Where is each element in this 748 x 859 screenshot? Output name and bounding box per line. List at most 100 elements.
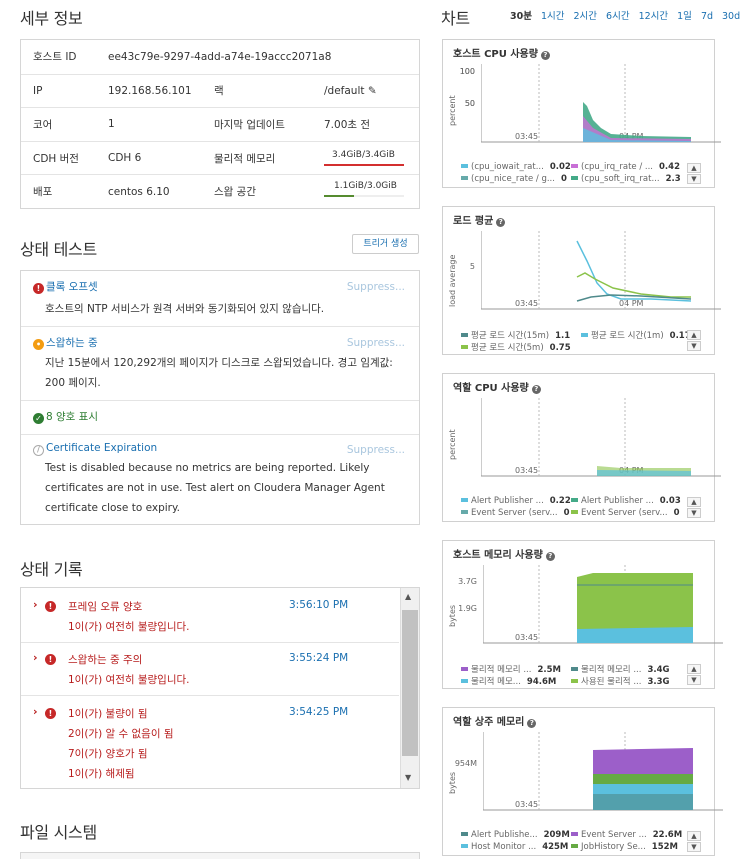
rack-value[interactable]: /default <box>324 84 365 97</box>
legend-up-arrow[interactable]: ▲ <box>687 163 701 173</box>
legend-swatch <box>571 844 578 848</box>
range-1h[interactable]: 1시간 <box>540 11 565 22</box>
history-time: 3:55:24 PM <box>289 652 349 664</box>
clock-offset-link[interactable]: ! 클록 오프셋 <box>33 279 98 294</box>
legend-down-arrow[interactable]: ▼ <box>687 842 701 852</box>
time-range-selector: 30분 1시간 2시간 6시간 12시간 1일 7d 30d <box>501 8 740 22</box>
range-2h[interactable]: 2시간 <box>573 11 598 22</box>
swapping-link[interactable]: • 스왑하는 중 <box>33 335 98 350</box>
legend-item: Event Server (serv... 0 <box>461 508 570 518</box>
legend-item: Alert Publisher ... 0.22 <box>461 496 571 506</box>
rack-label: 랙 <box>214 85 224 98</box>
scroll-down-arrow[interactable]: ▼ <box>405 773 412 782</box>
help-icon[interactable]: ? <box>527 719 537 728</box>
y-tick-label: 1.9G <box>458 604 477 613</box>
legend-up-arrow[interactable]: ▲ <box>687 497 701 507</box>
range-1d[interactable]: 1일 <box>677 11 692 22</box>
legend-swatch <box>571 667 578 671</box>
legend-value: 0.22 <box>549 496 571 506</box>
suppress-link[interactable]: Suppress... <box>346 337 405 349</box>
legend-value: 425M <box>542 842 569 852</box>
physical-memory-label: 물리적 메모리 <box>214 152 276 165</box>
legend-up-arrow[interactable]: ▲ <box>687 831 701 841</box>
help-icon[interactable]: ? <box>531 385 541 394</box>
cores-label: 코어 <box>33 118 53 131</box>
health-tests-title: 상태 테스트 <box>20 240 97 259</box>
scroll-up-arrow[interactable]: ▲ <box>405 592 412 601</box>
filesystem-panel <box>20 852 420 859</box>
legend-up-arrow[interactable]: ▲ <box>687 664 701 674</box>
history-scrollbar[interactable]: ▲ ▼ <box>400 588 419 788</box>
range-12h[interactable]: 12시간 <box>638 11 669 22</box>
legend-up-arrow[interactable]: ▲ <box>687 330 701 340</box>
chart-title: 역할 상주 메모리? <box>453 713 537 728</box>
y-axis-label: bytes <box>448 604 457 627</box>
legend-value: 94.6M <box>526 677 557 687</box>
range-30d[interactable]: 30d <box>722 11 741 22</box>
chart-title-text: 역할 CPU 사용량 <box>453 383 529 394</box>
legend-swatch <box>461 667 468 671</box>
table-row: 호스트 ID ee43c79e-9297-4add-a74e-19accc207… <box>21 40 419 74</box>
expand-icon[interactable]: › <box>33 705 38 718</box>
chart-title: 호스트 메모리 사용량? <box>453 546 555 561</box>
history-item: › ! 1이(가) 불량이 됨 2이(가) 알 수 없음이 됨 7이(가) 양호… <box>21 696 399 788</box>
swapping-name[interactable]: 스왑하는 중 <box>46 337 98 349</box>
legend-down-arrow[interactable]: ▼ <box>687 508 701 518</box>
y-axis-label: percent <box>448 95 457 126</box>
chart-plot <box>481 231 721 310</box>
scroll-thumb[interactable] <box>402 610 418 756</box>
certificate-expiration-name[interactable]: Certificate Expiration <box>46 442 158 454</box>
clock-offset-name[interactable]: 클록 오프셋 <box>46 281 98 293</box>
legend-name: Host Monitor ... <box>471 842 537 852</box>
host-id-value: ee43c79e-9297-4add-a74e-19accc2071a8 <box>108 50 332 63</box>
pencil-icon[interactable]: ✎ <box>367 84 377 97</box>
help-icon[interactable]: ? <box>540 51 550 60</box>
help-icon[interactable]: ? <box>496 218 506 227</box>
legend-value: 0 <box>563 508 570 518</box>
legend-item: 물리적 메모리 ... 3.4G <box>571 663 669 675</box>
legend-down-arrow[interactable]: ▼ <box>687 341 701 351</box>
legend-item: (cpu_irq_rate / ... 0.42 <box>571 162 680 172</box>
suppress-link[interactable]: Suppress... <box>346 281 405 293</box>
legend-item: 평균 로드 시간(15m) 1.1 <box>461 329 570 341</box>
physical-memory-bar <box>324 163 404 166</box>
health-tests-panel: ! 클록 오프셋 Suppress... 호스트의 NTP 서비스가 원격 서버와… <box>20 270 420 525</box>
legend-value: 1.1 <box>555 331 571 341</box>
health-test-item: ! 클록 오프셋 Suppress... 호스트의 NTP 서비스가 원격 서버와… <box>21 271 419 326</box>
chart-plot <box>481 398 721 477</box>
history-line: 7이(가) 양호가 됨 <box>68 748 148 760</box>
expand-icon[interactable]: › <box>33 598 38 611</box>
certificate-expiration-link[interactable]: / Certificate Expiration <box>33 442 157 456</box>
legend-swatch <box>461 333 468 337</box>
disabled-icon: / <box>33 445 44 456</box>
good-health-link[interactable]: ✓ 8 양호 표시 <box>33 409 98 424</box>
range-7d[interactable]: 7d <box>700 11 714 22</box>
chart-plot <box>481 64 721 143</box>
good-health-name[interactable]: 8 양호 표시 <box>46 411 98 423</box>
help-icon[interactable]: ? <box>545 552 555 561</box>
legend-name: Alert Publisher ... <box>471 496 544 506</box>
expand-icon[interactable]: › <box>33 651 38 664</box>
table-row: 코어 1 마지막 업데이트 7.00초 전 <box>21 107 419 141</box>
legend-swatch <box>461 176 468 180</box>
details-table: 호스트 ID ee43c79e-9297-4add-a74e-19accc207… <box>20 39 420 209</box>
suppress-link[interactable]: Suppress... <box>346 444 405 456</box>
legend-down-arrow[interactable]: ▼ <box>687 675 701 685</box>
charts-title: 차트 <box>441 9 470 28</box>
legend-name: (cpu_irq_rate / ... <box>581 162 654 172</box>
legend-name: (cpu_iowait_rat... <box>471 162 544 172</box>
history-time: 3:54:25 PM <box>289 706 349 718</box>
rack-link[interactable]: /default ✎ <box>324 85 377 97</box>
create-trigger-button[interactable]: 트리거 생성 <box>352 234 419 254</box>
history-item: › ! 프레임 오류 양호 1이(가) 여전히 불량입니다. 3:56:10 P… <box>21 588 399 643</box>
host-id-label: 호스트 ID <box>33 51 77 64</box>
legend-down-arrow[interactable]: ▼ <box>687 174 701 184</box>
legend-swatch <box>461 498 468 502</box>
y-tick-label: 50 <box>464 99 475 108</box>
legend-swatch <box>571 164 578 168</box>
check-icon: ✓ <box>33 413 44 424</box>
legend-item: Alert Publisher ... 0.03 <box>571 496 681 506</box>
range-30m[interactable]: 30분 <box>510 11 532 22</box>
range-6h[interactable]: 6시간 <box>606 11 630 22</box>
history-time: 3:56:10 PM <box>289 599 349 611</box>
